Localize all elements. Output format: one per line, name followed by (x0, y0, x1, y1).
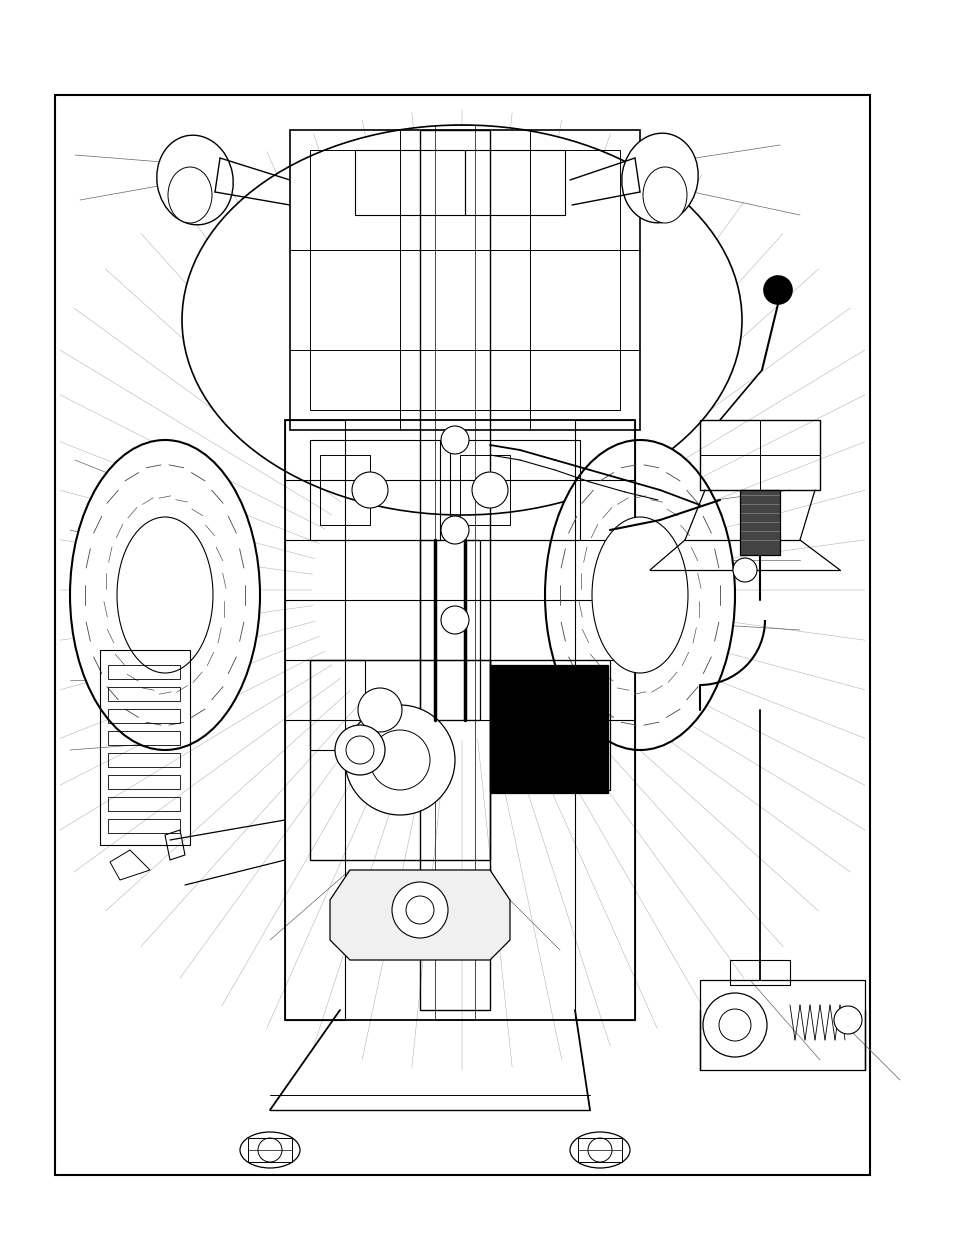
Bar (700, 981, 864, 1070)
Circle shape (392, 882, 448, 939)
Polygon shape (330, 869, 510, 960)
Bar (310, 659, 490, 860)
Bar (575, 420, 635, 1020)
Circle shape (472, 472, 507, 508)
Bar (700, 420, 820, 490)
Circle shape (352, 472, 388, 508)
Circle shape (345, 705, 455, 815)
Bar (108, 776, 180, 789)
Circle shape (702, 993, 766, 1057)
Bar (419, 130, 490, 1010)
Ellipse shape (621, 133, 698, 222)
Bar (310, 149, 619, 410)
Circle shape (370, 730, 430, 790)
Bar (108, 687, 180, 701)
Circle shape (357, 688, 401, 732)
Ellipse shape (544, 440, 734, 750)
Circle shape (833, 1007, 862, 1034)
Bar (740, 490, 780, 555)
Bar (459, 454, 510, 525)
Bar (310, 440, 439, 540)
Bar (729, 960, 789, 986)
Circle shape (257, 1137, 282, 1162)
Circle shape (440, 516, 469, 543)
Bar (108, 819, 180, 832)
Circle shape (440, 606, 469, 634)
Ellipse shape (70, 440, 260, 750)
Bar (490, 664, 607, 793)
Circle shape (587, 1137, 612, 1162)
Ellipse shape (182, 125, 741, 515)
Bar (319, 454, 370, 525)
Bar (419, 540, 479, 720)
Bar (464, 149, 564, 215)
Circle shape (719, 1009, 750, 1041)
Bar (310, 659, 365, 750)
Bar (108, 731, 180, 745)
Circle shape (763, 275, 791, 304)
Bar (285, 420, 635, 1020)
Ellipse shape (592, 517, 687, 673)
Bar (450, 440, 579, 540)
Circle shape (732, 558, 757, 582)
Bar (578, 1137, 621, 1162)
Bar (248, 1137, 292, 1162)
Bar (108, 664, 180, 679)
Bar (290, 130, 639, 430)
Ellipse shape (117, 517, 213, 673)
Circle shape (406, 897, 434, 924)
Bar (355, 149, 464, 215)
Circle shape (440, 426, 469, 454)
Bar (435, 125, 475, 1020)
Ellipse shape (168, 167, 212, 224)
Bar (100, 650, 190, 845)
Bar (108, 709, 180, 722)
Bar (285, 420, 345, 1020)
Ellipse shape (569, 1132, 629, 1168)
Bar (108, 797, 180, 811)
Bar (108, 753, 180, 767)
Circle shape (346, 736, 374, 764)
Bar (490, 659, 609, 790)
Ellipse shape (642, 167, 686, 224)
Bar (55, 95, 869, 1174)
Ellipse shape (240, 1132, 299, 1168)
Circle shape (335, 725, 385, 776)
Ellipse shape (156, 135, 233, 225)
